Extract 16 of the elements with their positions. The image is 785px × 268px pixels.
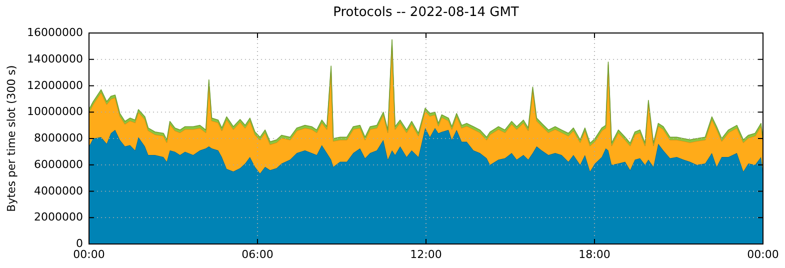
y-tick-label: 14000000 <box>27 52 83 66</box>
y-tick-label: 10000000 <box>27 105 83 118</box>
y-tick-label: 2000000 <box>34 210 83 224</box>
y-tick-label: 12000000 <box>27 78 83 92</box>
x-tick-label: 12:00 <box>410 248 442 261</box>
x-tick-label: 00:00 <box>747 248 779 261</box>
x-tick-label: 00:00 <box>73 248 105 261</box>
y-tick-label: 6000000 <box>34 158 83 171</box>
x-tick-label: 18:00 <box>578 248 610 261</box>
y-tick-label: 0 <box>76 237 83 250</box>
y-tick-label: 4000000 <box>34 184 83 198</box>
x-tick-label: 06:00 <box>242 248 274 261</box>
y-tick-label: 16000000 <box>27 26 83 40</box>
chart-title: Protocols -- 2022-08-14 GMT <box>333 5 519 20</box>
y-axis-title: Bytes per time slot (300 s) <box>5 65 18 212</box>
y-tick-label: 8000000 <box>34 132 83 145</box>
